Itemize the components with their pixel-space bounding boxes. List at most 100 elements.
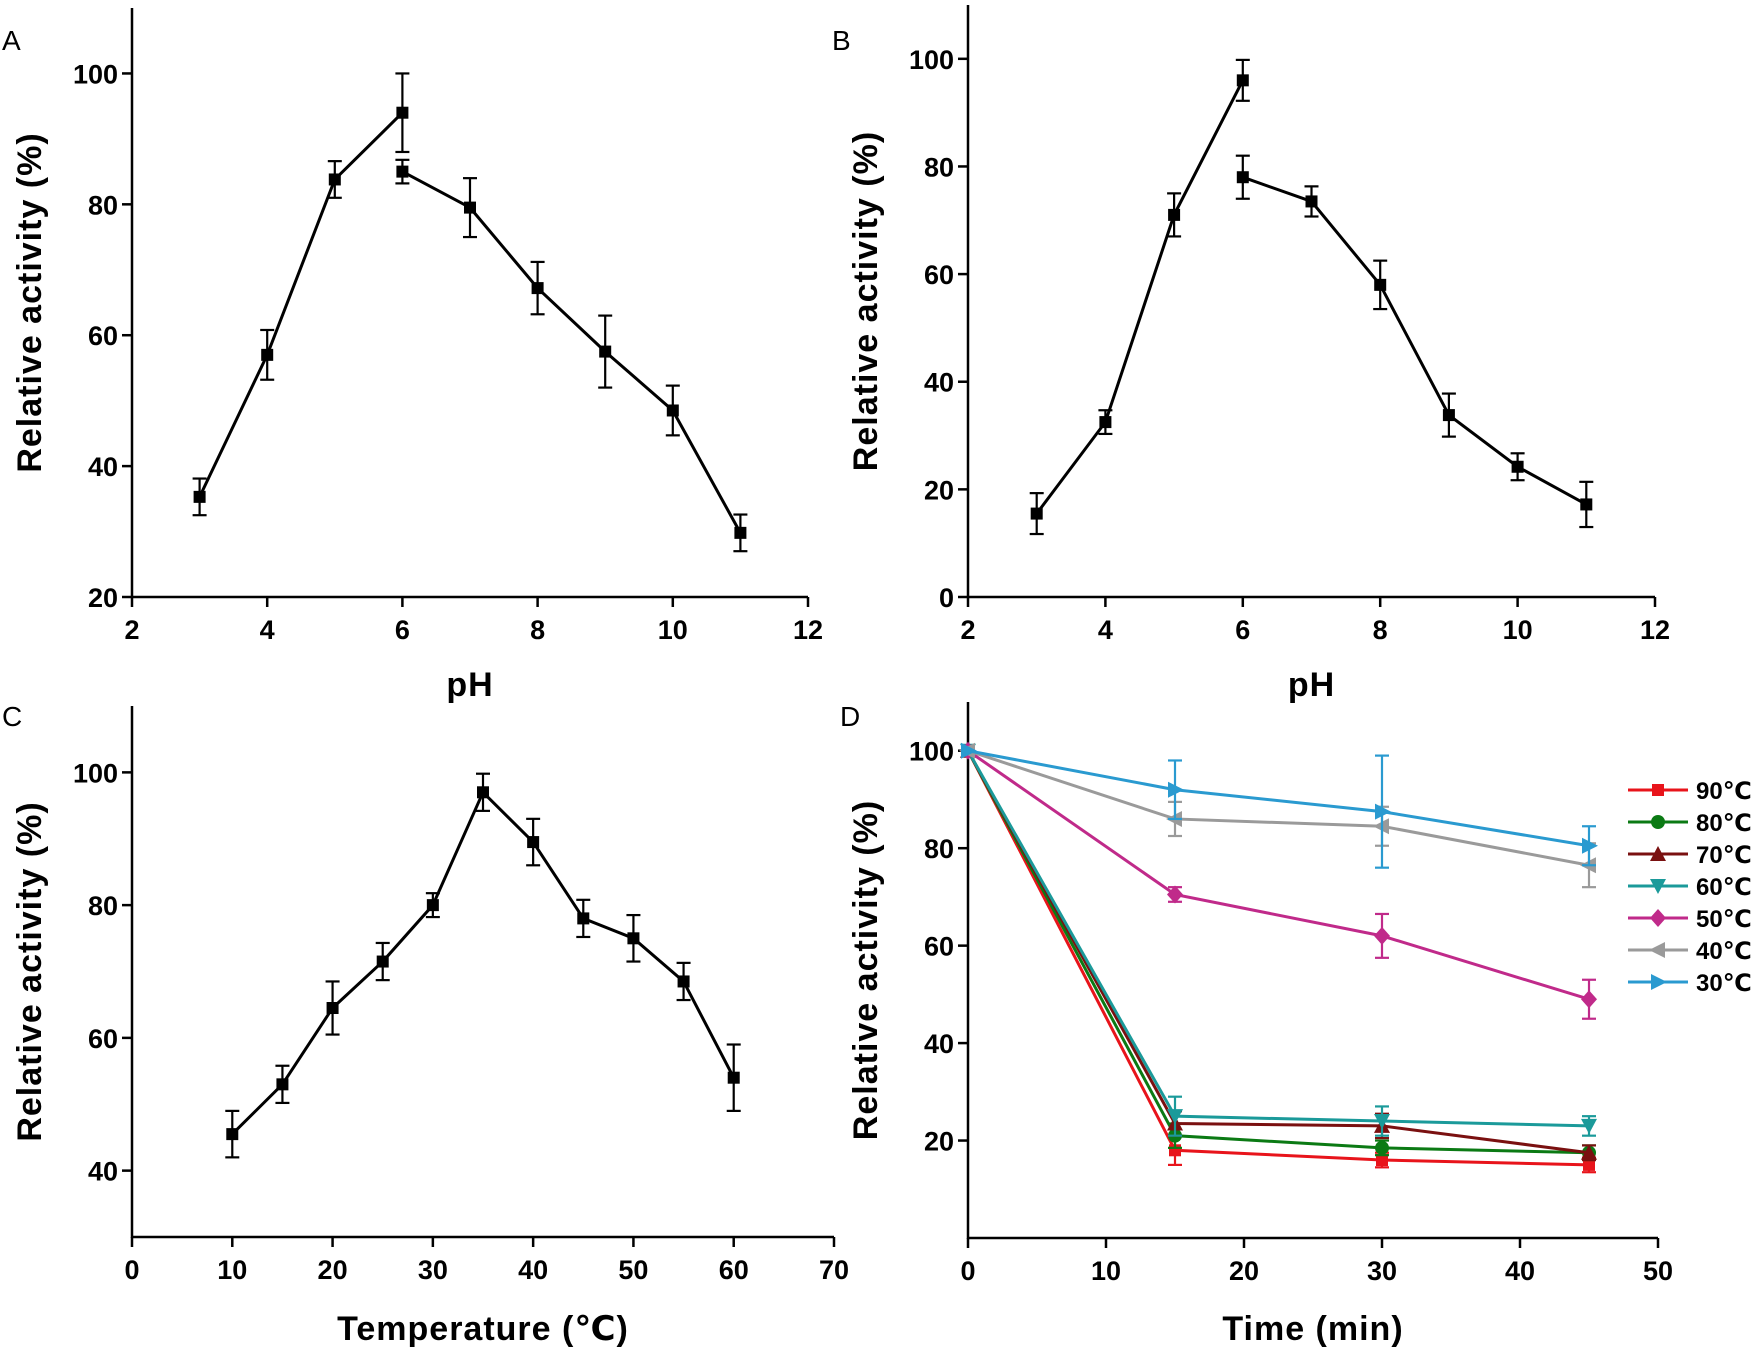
series-line xyxy=(967,749,1590,867)
data-point xyxy=(666,404,679,417)
y-axis-title: Relative activity (%) xyxy=(847,131,885,471)
data-point xyxy=(1236,171,1249,184)
data-point xyxy=(599,345,612,358)
data-point xyxy=(1168,208,1181,221)
series-0 xyxy=(225,772,741,1159)
series-0 xyxy=(192,72,410,517)
legend-marker xyxy=(1649,942,1665,958)
data-point xyxy=(328,173,341,186)
data-point xyxy=(627,932,640,945)
series-0 xyxy=(962,744,1596,1174)
data-point xyxy=(1375,803,1391,820)
series-4 xyxy=(960,741,1597,1020)
panel-c: C 0 10 20 30 40 50 60 70 40 60 80 100 Relative activi… xyxy=(2,701,849,1348)
x-tick-label: 8 xyxy=(1373,615,1388,645)
y-tick-label: 40 xyxy=(924,368,954,398)
data-point xyxy=(531,282,544,295)
x-tick-label: 10 xyxy=(217,1255,247,1285)
data-point xyxy=(464,201,476,214)
series-line xyxy=(1035,79,1245,515)
y-tick-label: 100 xyxy=(73,59,118,89)
data-point xyxy=(1168,781,1184,798)
data-point xyxy=(577,912,590,925)
legend-marker xyxy=(1652,784,1664,796)
x-tick-label: 2 xyxy=(124,615,139,645)
legend-label: 70℃ xyxy=(1696,842,1752,869)
series-line xyxy=(231,789,736,1136)
x-tick-label: 0 xyxy=(124,1255,139,1285)
data-point xyxy=(1581,990,1597,1009)
y-axis-title: Relative activity (%) xyxy=(11,801,49,1141)
y-tick-label: 40 xyxy=(88,452,118,482)
data-point xyxy=(326,1002,339,1015)
data-point xyxy=(527,836,540,849)
series-line xyxy=(966,749,1590,1155)
x-tick-label: 20 xyxy=(1229,1256,1259,1286)
series-5 xyxy=(959,742,1596,889)
x-tick-label: 20 xyxy=(318,1255,348,1285)
y-axis-title: Relative activity (%) xyxy=(11,132,49,472)
panel-b: B 2 4 6 8 10 12 0 20 40 60 80 100 Relative activity (… xyxy=(832,5,1670,704)
series-6 xyxy=(961,742,1598,869)
x-axis-title: Temperature (℃) xyxy=(337,1310,629,1348)
series-line xyxy=(966,750,1590,1167)
y-tick-label: 60 xyxy=(924,932,954,962)
x-axis-title: pH xyxy=(446,666,493,704)
x-axis-title: Time (min) xyxy=(1222,1310,1403,1348)
series-line xyxy=(401,170,742,534)
data-point xyxy=(1374,926,1390,945)
x-tick-label: 8 xyxy=(530,615,545,645)
x-tick-label: 6 xyxy=(395,615,410,645)
y-tick-label: 100 xyxy=(909,737,954,767)
data-point xyxy=(261,348,274,361)
y-tick-label: 80 xyxy=(88,891,118,921)
data-point xyxy=(734,526,747,539)
legend-label: 30℃ xyxy=(1696,970,1752,997)
panel-a: A 2 4 6 8 10 12 20 40 60 80 100 Relative activity (%… xyxy=(2,8,823,704)
data-point xyxy=(193,490,206,503)
series-line xyxy=(198,111,404,498)
y-tick-label: 80 xyxy=(88,190,118,220)
x-tick-label: 10 xyxy=(1503,615,1533,645)
data-point xyxy=(1511,460,1524,473)
data-point xyxy=(1442,409,1455,422)
x-tick-label: 50 xyxy=(618,1255,648,1285)
legend-marker xyxy=(1650,909,1666,927)
x-tick-label: 30 xyxy=(1367,1256,1397,1286)
y-tick-label: 60 xyxy=(88,321,118,351)
y-tick-label: 20 xyxy=(924,475,954,505)
x-tick-label: 12 xyxy=(1640,615,1670,645)
x-tick-label: 12 xyxy=(793,615,823,645)
data-point xyxy=(1305,195,1318,208)
legend-marker xyxy=(1651,815,1665,829)
data-point xyxy=(1581,1118,1597,1134)
data-point xyxy=(1167,1109,1183,1125)
data-point xyxy=(1167,885,1183,904)
x-tick-label: 2 xyxy=(960,615,975,645)
x-axis-title: pH xyxy=(1288,666,1335,704)
panel-letter: A xyxy=(2,25,21,56)
x-tick-label: 6 xyxy=(1235,615,1250,645)
legend-label: 80℃ xyxy=(1696,810,1752,837)
panel-letter: C xyxy=(2,701,22,732)
data-point xyxy=(1582,837,1598,854)
data-point xyxy=(1581,1144,1597,1160)
data-point xyxy=(1583,1158,1595,1171)
y-tick-label: 20 xyxy=(88,583,118,613)
panel-d: D 0 10 20 30 40 50 20 40 60 80 100 Relative activity… xyxy=(840,701,1752,1348)
x-tick-label: 40 xyxy=(1505,1256,1535,1286)
y-axis-title: Relative activity (%) xyxy=(847,800,885,1140)
legend-label: 60℃ xyxy=(1696,874,1752,901)
data-point xyxy=(376,955,389,968)
series-line xyxy=(966,750,1590,1155)
data-point xyxy=(1374,278,1387,291)
y-tick-label: 20 xyxy=(924,1127,954,1157)
legend-marker xyxy=(1651,974,1667,990)
data-point xyxy=(396,165,409,178)
data-point xyxy=(961,742,977,759)
series-1 xyxy=(395,158,748,553)
legend-marker xyxy=(1650,846,1666,861)
y-tick-label: 0 xyxy=(939,583,954,613)
panel-letter: B xyxy=(832,25,851,56)
data-point xyxy=(426,899,439,912)
